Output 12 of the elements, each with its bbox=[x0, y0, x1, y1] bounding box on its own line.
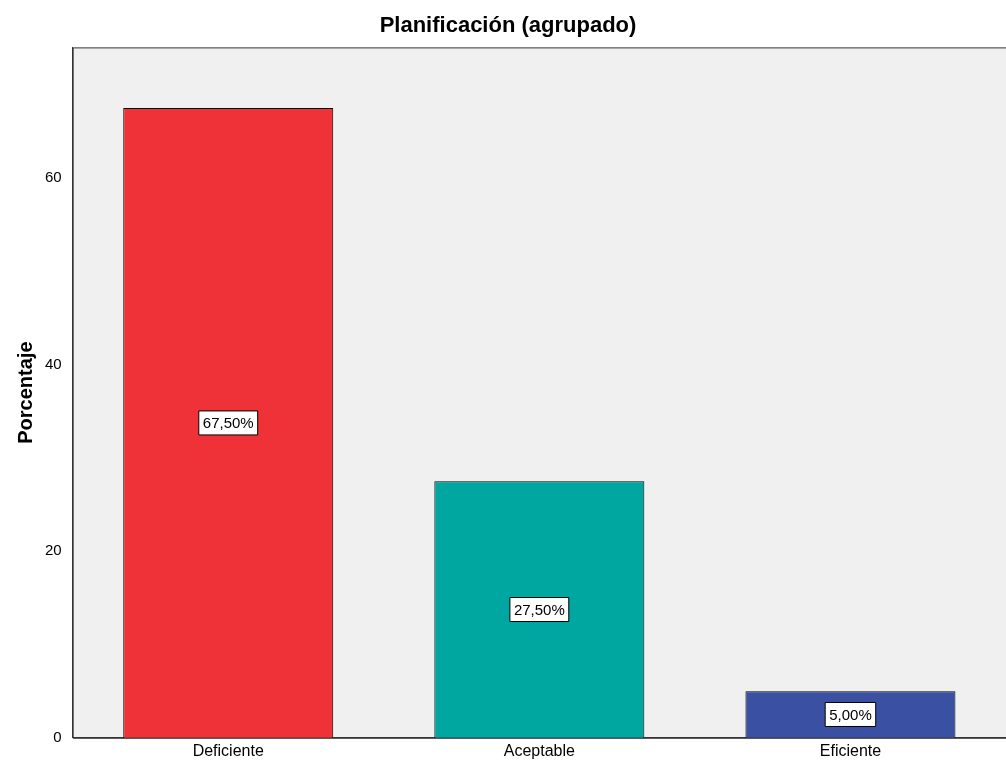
y-axis-title: Porcentaje bbox=[13, 341, 36, 444]
data-label: 27,50% bbox=[513, 600, 565, 618]
y-tick-label: 20 bbox=[45, 541, 62, 559]
data-label: 5,00% bbox=[829, 705, 872, 723]
x-tick-label: Aceptable bbox=[503, 741, 576, 759]
chart-title: Planificación (agrupado) bbox=[379, 12, 637, 38]
y-tick-label: 40 bbox=[45, 354, 62, 372]
x-tick-label: Eficiente bbox=[819, 741, 882, 759]
y-tick-label: 60 bbox=[45, 168, 62, 186]
y-tick-label: 0 bbox=[53, 727, 62, 745]
data-label: 67,50% bbox=[202, 414, 254, 432]
x-tick-label: Deficiente bbox=[192, 741, 264, 759]
